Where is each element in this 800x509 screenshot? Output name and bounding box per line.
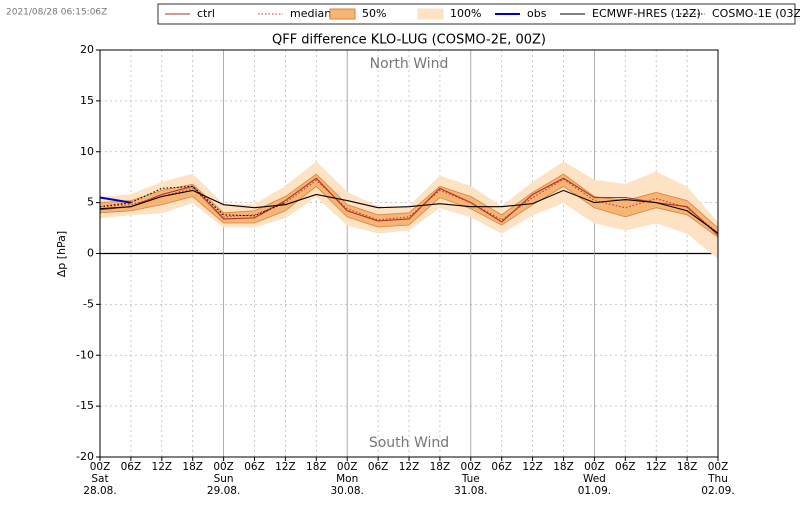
y-tick-label: 15: [80, 94, 94, 107]
grid: [99, 49, 719, 458]
x-tick-label: 18Z: [553, 461, 574, 473]
y-axis-label: Δp [hPa]: [55, 231, 68, 277]
x-tick-label: 18Z: [676, 461, 698, 473]
x-tick-label: 06Z: [615, 461, 636, 473]
legend-label: median: [290, 7, 331, 20]
annotation: South Wind: [369, 435, 449, 451]
x-tick-label: 12Z: [522, 461, 543, 473]
x-tick-label: 06Z: [244, 461, 265, 473]
legend-swatch: [329, 8, 356, 20]
x-tick-label: 12Z: [151, 461, 173, 473]
x-tick-label: 18Z: [182, 461, 203, 473]
line: [99, 185, 286, 217]
legend-label: 100%: [450, 7, 481, 20]
y-tick-label: -10: [76, 348, 94, 361]
x-tick-label: 06Z: [120, 461, 142, 473]
line: [99, 177, 719, 236]
legend-swatch: [417, 8, 444, 20]
legend-label: ctrl: [197, 7, 215, 20]
x-tick-label: 00Z Sun 29.08.: [206, 461, 241, 497]
legend-label: obs: [527, 7, 547, 20]
line: [99, 178, 719, 234]
x-tick-label: 12Z: [398, 461, 420, 473]
legend-label: COSMO-1E (03Z): [712, 7, 800, 20]
legend-box: [157, 3, 796, 25]
y-tick-label: 5: [87, 196, 94, 209]
y-tick-label: -5: [83, 297, 94, 310]
annotation: North Wind: [370, 56, 449, 72]
y-tick-label: -20: [76, 450, 94, 463]
x-tick-label: 00Z Tue 31.08.: [454, 461, 488, 497]
x-tick-label: 06Z: [367, 461, 389, 473]
x-tick-label: 00Z Mon 30.08.: [330, 461, 364, 497]
legend-label: 50%: [362, 7, 386, 20]
timestamp: 2021/08/28 06:15:06Z: [6, 8, 107, 18]
y-tick-label: 0: [87, 247, 94, 260]
x-tick-label: 18Z: [306, 461, 327, 473]
x-tick-label: 12Z: [645, 461, 667, 473]
x-tick-label: 00Z Wed 01.09.: [577, 461, 612, 497]
x-tick-label: 00Z Thu 02.09.: [701, 461, 735, 497]
y-tick-label: -15: [76, 399, 94, 412]
chart-title: QFF difference KLO-LUG (COSMO-2E, 00Z): [272, 33, 546, 48]
line: [99, 196, 132, 204]
x-tick-label: 12Z: [275, 461, 296, 473]
x-tick-label: 06Z: [491, 461, 512, 473]
y-tick-label: 10: [80, 145, 94, 158]
x-tick-label: 18Z: [429, 461, 451, 473]
plot-frame: [99, 49, 719, 458]
legend-label: ECMWF-HRES (12Z): [592, 7, 701, 20]
x-tick-label: 00Z Sat 28.08.: [83, 461, 117, 497]
y-tick-label: 20: [80, 43, 94, 56]
